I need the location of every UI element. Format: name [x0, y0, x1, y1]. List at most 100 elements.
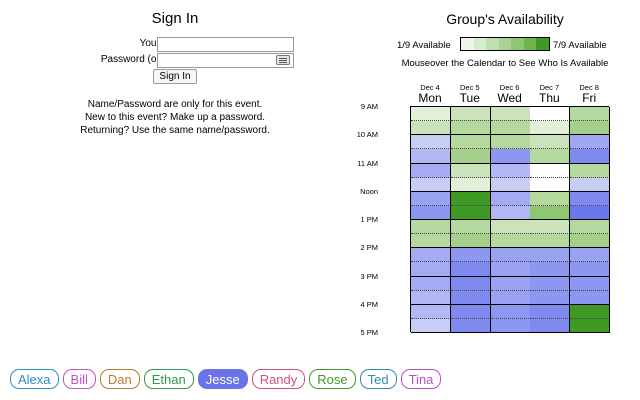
- time-slot-cell[interactable]: [450, 234, 491, 249]
- time-slot-cell[interactable]: [450, 191, 491, 206]
- person-button-ethan[interactable]: Ethan: [143, 369, 194, 389]
- time-slot-cell[interactable]: [570, 121, 611, 136]
- time-slot-cell[interactable]: [411, 191, 451, 206]
- time-slot-cell[interactable]: [570, 318, 611, 333]
- time-slot-cell[interactable]: [450, 220, 491, 235]
- time-slot-cell[interactable]: [490, 290, 531, 305]
- time-slot-cell[interactable]: [411, 177, 451, 192]
- time-slot-cell[interactable]: [411, 290, 451, 305]
- time-slot-cell[interactable]: [450, 121, 491, 136]
- time-slot-cell[interactable]: [570, 191, 611, 206]
- legend-swatch: [511, 38, 524, 50]
- time-slot-cell[interactable]: [490, 149, 531, 164]
- time-slot-cell[interactable]: [530, 177, 571, 192]
- time-slot-cell[interactable]: [530, 290, 571, 305]
- time-slot-cell[interactable]: [450, 177, 491, 192]
- time-slot-cell[interactable]: [570, 177, 611, 192]
- time-slot-cell[interactable]: [490, 135, 531, 150]
- time-slot-cell[interactable]: [490, 248, 531, 263]
- time-slot-cell[interactable]: [530, 304, 571, 319]
- password-key-icon[interactable]: [276, 55, 290, 65]
- person-button-jesse[interactable]: Jesse: [197, 369, 248, 389]
- time-slot-cell[interactable]: [411, 107, 451, 122]
- time-slot-cell[interactable]: [490, 205, 531, 220]
- time-slot-cell[interactable]: [530, 234, 571, 249]
- day-date: Dec 7: [539, 83, 560, 92]
- time-slot-cell[interactable]: [490, 318, 531, 333]
- time-slot-cell[interactable]: [450, 262, 491, 277]
- time-slot-cell[interactable]: [490, 177, 531, 192]
- time-slot-cell[interactable]: [570, 135, 611, 150]
- time-slot-cell[interactable]: [530, 107, 571, 122]
- signin-button[interactable]: Sign In: [153, 69, 197, 84]
- time-slot-cell[interactable]: [450, 276, 491, 291]
- time-slot-cell[interactable]: [411, 304, 451, 319]
- time-slot-cell[interactable]: [530, 205, 571, 220]
- people-list: Alexa Bill Dan Ethan Jesse Randy Rose Ted Tina: [10, 369, 442, 389]
- time-slot-cell[interactable]: [411, 220, 451, 235]
- time-slot-cell[interactable]: [411, 262, 451, 277]
- time-slot-cell[interactable]: [570, 262, 611, 277]
- time-slot-cell[interactable]: [530, 149, 571, 164]
- time-slot-cell[interactable]: [490, 304, 531, 319]
- time-slot-cell[interactable]: [490, 220, 531, 235]
- time-slot-cell[interactable]: [490, 191, 531, 206]
- time-slot-cell[interactable]: [570, 149, 611, 164]
- time-slot-cell[interactable]: [490, 121, 531, 136]
- time-slot-cell[interactable]: [570, 248, 611, 263]
- time-slot-cell[interactable]: [530, 262, 571, 277]
- time-slot-cell[interactable]: [530, 135, 571, 150]
- time-slot-cell[interactable]: [570, 107, 611, 122]
- time-slot-cell[interactable]: [570, 205, 611, 220]
- time-slot-cell[interactable]: [570, 234, 611, 249]
- time-slot-cell[interactable]: [490, 163, 531, 178]
- time-slot-cell[interactable]: [530, 191, 571, 206]
- time-slot-cell[interactable]: [450, 163, 491, 178]
- time-slot-cell[interactable]: [450, 290, 491, 305]
- time-slot-cell[interactable]: [530, 220, 571, 235]
- person-button-bill[interactable]: Bill: [62, 369, 96, 389]
- time-slot-cell[interactable]: [450, 304, 491, 319]
- time-slot-cell[interactable]: [450, 149, 491, 164]
- name-input[interactable]: [157, 37, 294, 52]
- time-slot-cell[interactable]: [530, 163, 571, 178]
- time-slot-cell[interactable]: [450, 107, 491, 122]
- password-input[interactable]: [157, 53, 294, 68]
- person-button-alexa[interactable]: Alexa: [10, 369, 59, 389]
- time-slot-cell[interactable]: [570, 304, 611, 319]
- time-slot-cell[interactable]: [450, 205, 491, 220]
- person-button-tina[interactable]: Tina: [400, 369, 442, 389]
- time-slot-cell[interactable]: [570, 220, 611, 235]
- time-slot-cell[interactable]: [411, 205, 451, 220]
- time-slot-cell[interactable]: [450, 318, 491, 333]
- time-slot-cell[interactable]: [530, 318, 571, 333]
- time-slot-cell[interactable]: [411, 135, 451, 150]
- time-slot-cell[interactable]: [411, 149, 451, 164]
- time-slot-cell[interactable]: [530, 121, 571, 136]
- time-slot-cell[interactable]: [570, 290, 611, 305]
- time-slot-cell[interactable]: [411, 163, 451, 178]
- time-slot-cell[interactable]: [411, 234, 451, 249]
- person-button-rose[interactable]: Rose: [309, 369, 356, 389]
- time-slot-cell[interactable]: [570, 276, 611, 291]
- person-button-randy[interactable]: Randy: [251, 369, 306, 389]
- time-slot-cell[interactable]: [490, 276, 531, 291]
- time-slot-cell[interactable]: [490, 107, 531, 122]
- time-slot-cell[interactable]: [570, 163, 611, 178]
- time-slot-cell[interactable]: [530, 248, 571, 263]
- availability-grid[interactable]: [410, 106, 611, 333]
- time-slot-cell[interactable]: [490, 262, 531, 277]
- person-button-ted[interactable]: Ted: [359, 369, 397, 389]
- time-label: 1 PM: [360, 215, 378, 224]
- time-slot-cell[interactable]: [411, 276, 451, 291]
- person-button-dan[interactable]: Dan: [99, 369, 140, 389]
- time-slot-cell[interactable]: [450, 248, 491, 263]
- day-header: Dec 7 Thu: [529, 84, 569, 105]
- time-slot-cell[interactable]: [411, 318, 451, 333]
- time-slot-cell[interactable]: [490, 234, 531, 249]
- time-slot-cell[interactable]: [411, 121, 451, 136]
- time-slot-cell[interactable]: [411, 248, 451, 263]
- time-slot-cell[interactable]: [450, 135, 491, 150]
- day-header: Dec 8 Fri: [569, 84, 609, 105]
- time-slot-cell[interactable]: [530, 276, 571, 291]
